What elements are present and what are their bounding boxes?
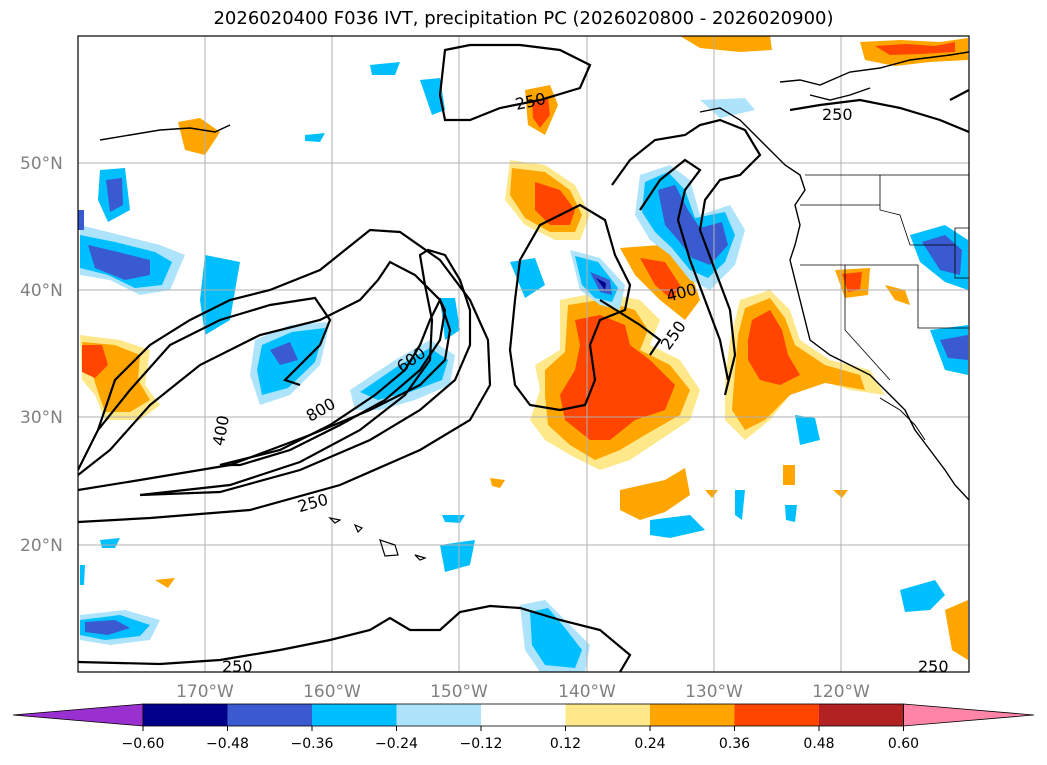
lon-label: 150°W [430, 682, 488, 702]
graticule [78, 36, 969, 672]
plot-area: 250 250 400 250 600 800 400 250 250 250 [78, 36, 969, 676]
colorbar-tick-label: −0.36 [291, 736, 334, 752]
ivt-contour-coast-400 [639, 158, 730, 381]
lon-label: 140°W [558, 682, 616, 702]
contour-label-250: 250 [918, 657, 949, 676]
ivt-contour-250-ne [789, 98, 969, 134]
colorbar-segment [481, 704, 566, 726]
ivt-contour-250-outer [78, 228, 492, 524]
colorbar-segment [734, 704, 820, 726]
colorbar-segment [819, 704, 904, 726]
lat-label: 20°N [20, 536, 63, 556]
colorbar-tick-label: −0.12 [460, 736, 503, 752]
lon-label: 160°W [303, 682, 361, 702]
ivt-contours [78, 43, 969, 672]
lat-label: 50°N [20, 154, 63, 174]
contour-label-250: 250 [657, 317, 690, 353]
ivt-contour-800 [219, 297, 447, 467]
colorbar-tick-label: 0.48 [803, 736, 834, 752]
colorbar-tick-label: −0.60 [122, 736, 165, 752]
longitude-labels: 170°W 160°W 150°W 140°W 130°W 120°W [176, 682, 870, 702]
lon-label: 130°W [685, 682, 743, 702]
contour-label-250: 250 [822, 105, 853, 124]
colorbar-segment [143, 704, 228, 726]
colorbar-tick-label: 0.24 [634, 736, 665, 752]
colorbar-outline [142, 703, 904, 727]
ivt-contour-250-south [78, 604, 632, 672]
north-america-coast [699, 51, 969, 501]
colorbar-tick-label: 0.12 [550, 736, 581, 752]
colorbar-tick-label: −0.24 [375, 736, 418, 752]
ivt-contour-250-west [97, 296, 332, 431]
colorbar-extend-max [903, 703, 1035, 727]
contour-label-800: 800 [303, 394, 339, 426]
colorbar-segment [227, 704, 313, 726]
ivt-contour-600 [139, 248, 472, 497]
colorbar-tick-label: −0.48 [206, 736, 249, 752]
lat-label: 40°N [20, 281, 63, 301]
islands [328, 517, 427, 561]
colorbar-segment [650, 704, 735, 726]
colorbar-extend-min [12, 703, 144, 727]
state-borders [800, 174, 969, 381]
contour-label-400: 400 [209, 414, 233, 447]
ivt-contour-coast-250 [611, 118, 762, 396]
lon-label: 170°W [176, 682, 234, 702]
plot-frame [77, 35, 970, 673]
lat-label: 30°N [20, 408, 63, 428]
colorbar-segment [396, 704, 482, 726]
precip-positive-regions [80, 36, 968, 660]
map-title: 2026020400 F036 IVT, precipitation PC (2… [213, 8, 834, 29]
contour-label-250: 250 [222, 657, 253, 676]
precip-negative-regions [78, 62, 968, 672]
colorbar-tick-label: 0.60 [888, 736, 919, 752]
ivt-contour-250-center [508, 203, 632, 412]
ivt-contour-250-north [438, 43, 592, 122]
contour-label-250: 250 [296, 490, 330, 516]
coastlines [99, 51, 969, 501]
latitude-labels: 50°N 40°N 30°N 20°N [20, 154, 63, 556]
colorbar-tick-label: 0.36 [719, 736, 750, 752]
colorbar-segment [565, 704, 651, 726]
colorbar-segment [312, 704, 397, 726]
colorbar: −0.60 −0.48 −0.36 −0.24 −0.12 0.12 0.24 0.36 0.4… [12, 703, 1035, 752]
lon-label: 120°W [812, 682, 870, 702]
